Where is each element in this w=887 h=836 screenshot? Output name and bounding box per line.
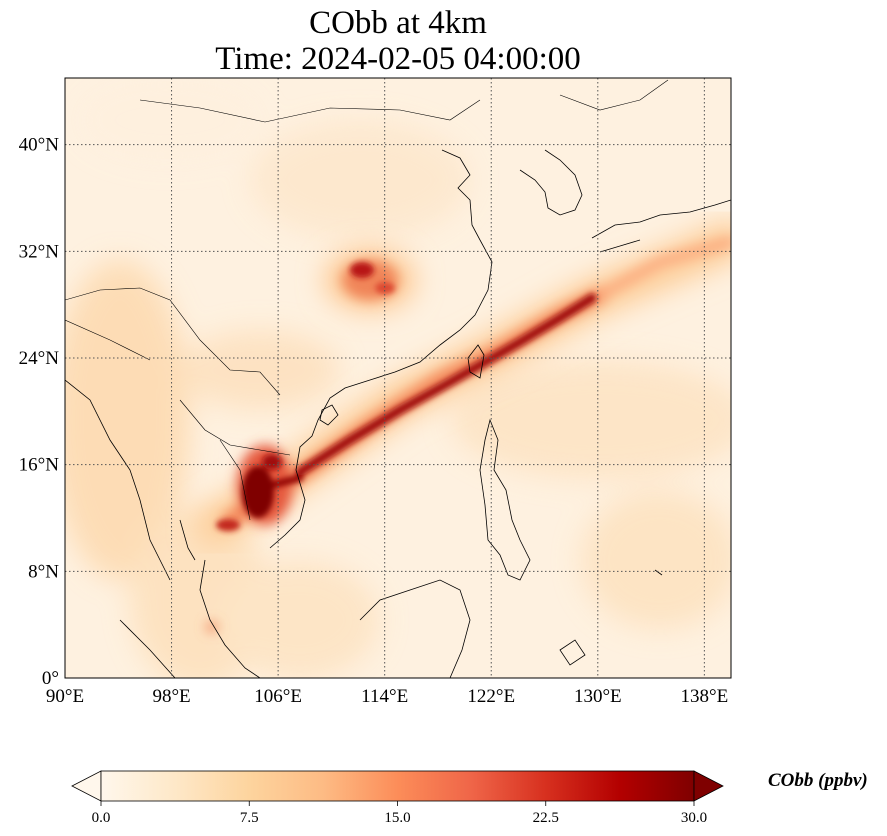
lon-tick-label: 98°E: [152, 686, 190, 707]
colorbar-max-extend: [693, 770, 724, 802]
colorbar-tick-label: 7.5: [240, 810, 259, 826]
colorbar-tick-label: 0.0: [92, 810, 111, 826]
colorbar-tick-label: 30.0: [681, 810, 707, 826]
lon-tick-label: 122°E: [467, 686, 515, 707]
colorbar-title: CObb (ppbv): [768, 770, 868, 791]
lat-tick-label: 40°N: [19, 135, 60, 156]
lon-tick-label: 90°E: [46, 686, 84, 707]
lon-tick-label: 106°E: [254, 686, 302, 707]
lat-tick-label: 32°N: [19, 241, 60, 262]
lon-tick-label: 114°E: [361, 686, 408, 707]
colorbar-ticks: 0.0 7.5 15.0 22.5 30.0: [92, 801, 707, 826]
map-title-line2: Time: 2024-02-05 04:00:00: [215, 41, 581, 77]
colorbar-tick-label: 22.5: [533, 810, 559, 826]
lat-tick-label: 16°N: [19, 455, 60, 476]
colorbar: 0.0 7.5 15.0 22.5 30.0: [71, 770, 724, 826]
colorbar-bar: [100, 770, 695, 802]
concentration-field: [65, 78, 731, 678]
coastlines: [65, 79, 731, 678]
map-frame: [64, 77, 732, 679]
colorbar-min-extend: [71, 770, 102, 802]
colorbar-tick-label: 15.0: [384, 810, 410, 826]
lat-tick-label: 0°: [42, 668, 59, 689]
lat-tick-label: 24°N: [19, 348, 60, 369]
axis-ticks: 90°E 98°E 106°E 114°E 122°E 130°E 138°E 0° 8°N 16…: [19, 135, 729, 707]
map-title-line1: CObb at 4km: [309, 5, 487, 41]
lat-tick-label: 8°N: [28, 561, 59, 582]
lon-tick-label: 130°E: [574, 686, 622, 707]
lon-tick-label: 138°E: [681, 686, 729, 707]
